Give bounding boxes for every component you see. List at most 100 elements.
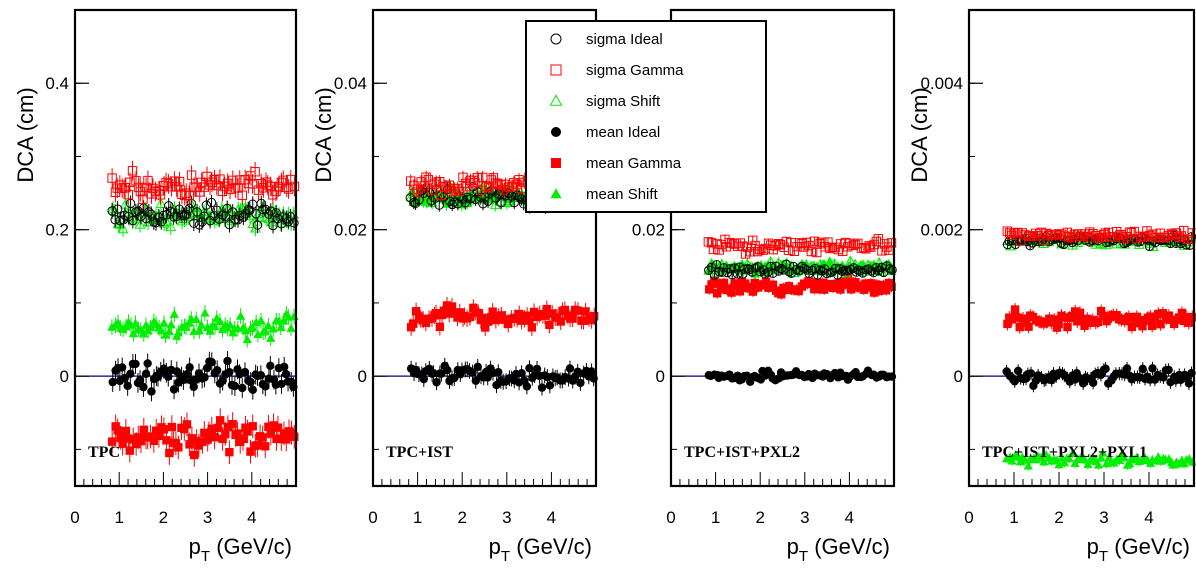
data-point <box>155 198 167 208</box>
data-point <box>545 381 555 390</box>
data-point <box>576 378 585 388</box>
data-point <box>247 322 258 332</box>
data-point <box>1114 455 1125 465</box>
data-point <box>496 198 506 208</box>
data-point <box>252 220 263 230</box>
data-point <box>1147 229 1158 239</box>
panel-4: 0 0.002 0.004 0 1 2 3 4 DCA (cm) pT (GeV/c) TPC+IS… <box>907 8 1196 565</box>
data-point <box>806 246 817 257</box>
data-point <box>164 372 173 381</box>
data-point <box>128 215 138 226</box>
legend-label: sigma Gamma <box>586 62 684 79</box>
x-tick-label: 3 <box>502 508 511 527</box>
data-point <box>1073 317 1082 326</box>
data-point <box>1023 461 1033 470</box>
y-tick-label: 0.04 <box>334 74 367 93</box>
data-point <box>758 245 768 255</box>
data-point <box>733 241 743 252</box>
data-point <box>107 173 117 183</box>
data-point <box>286 323 296 332</box>
data-point <box>171 182 182 192</box>
data-point <box>190 450 199 460</box>
data-point <box>815 284 824 294</box>
data-point <box>128 328 139 338</box>
data-point <box>1063 322 1072 332</box>
data-point <box>465 312 475 322</box>
data-point <box>276 177 287 188</box>
data-point <box>1083 459 1093 469</box>
data-point <box>439 306 449 315</box>
legend-marker <box>551 127 561 137</box>
data-point <box>165 221 177 232</box>
data-point <box>470 177 480 188</box>
data-point <box>846 285 856 294</box>
data-point <box>489 198 501 209</box>
series-mean-shift <box>1002 448 1196 471</box>
x-tick-label: 2 <box>159 508 168 527</box>
data-point <box>112 183 122 193</box>
data-point <box>204 429 214 438</box>
legend-entry: sigma Gamma <box>550 62 684 79</box>
data-point <box>455 308 464 317</box>
data-point <box>887 282 896 291</box>
data-point <box>164 201 174 211</box>
legend: sigma Ideal sigma Gamma sigma Shift mean Id… <box>525 20 767 213</box>
data-point <box>1007 230 1017 241</box>
y-axis-title: DCA (cm) <box>13 87 38 182</box>
data-point <box>127 166 138 176</box>
data-point <box>290 432 299 441</box>
data-point <box>1148 364 1157 373</box>
data-point <box>1093 317 1102 327</box>
data-point <box>181 322 191 331</box>
data-point <box>266 206 276 216</box>
data-point <box>174 204 185 214</box>
data-point <box>235 311 246 320</box>
data-point <box>159 318 169 327</box>
data-point <box>289 218 299 228</box>
data-point <box>474 308 483 318</box>
data-point <box>745 264 755 275</box>
data-point <box>152 426 161 435</box>
data-point <box>791 264 802 275</box>
data-point <box>131 176 141 186</box>
x-axis-title-subscript: T <box>1099 548 1108 565</box>
x-tick-label: 3 <box>800 508 809 527</box>
data-point <box>171 211 182 221</box>
data-point <box>166 181 177 192</box>
data-point <box>715 279 724 288</box>
data-point <box>748 235 758 245</box>
data-point <box>217 186 228 197</box>
data-point <box>833 279 842 288</box>
data-point <box>1177 308 1187 318</box>
data-point <box>879 280 888 290</box>
data-point <box>228 419 237 429</box>
data-point <box>431 309 441 318</box>
data-point <box>213 423 222 433</box>
y-tick-label: 0.4 <box>45 74 69 93</box>
data-point <box>522 382 532 391</box>
data-point <box>573 306 583 315</box>
data-point <box>283 184 294 194</box>
data-point <box>125 446 134 455</box>
data-point <box>147 387 156 396</box>
data-point <box>483 196 493 206</box>
data-point <box>131 439 141 449</box>
data-point <box>1007 456 1017 465</box>
data-point <box>264 422 273 432</box>
data-point <box>138 194 148 204</box>
plot-frame <box>669 8 896 488</box>
data-point <box>466 194 476 204</box>
data-point <box>845 264 856 275</box>
data-point <box>815 239 825 249</box>
data-point <box>121 426 131 436</box>
data-point <box>1146 312 1155 321</box>
data-point <box>537 383 547 392</box>
data-point <box>248 385 258 395</box>
data-point <box>273 423 283 432</box>
x-tick-label: 4 <box>845 508 854 527</box>
data-point <box>192 436 201 446</box>
data-point <box>1096 453 1106 462</box>
data-point <box>159 425 169 434</box>
data-point <box>1077 315 1087 324</box>
data-point <box>873 265 884 276</box>
